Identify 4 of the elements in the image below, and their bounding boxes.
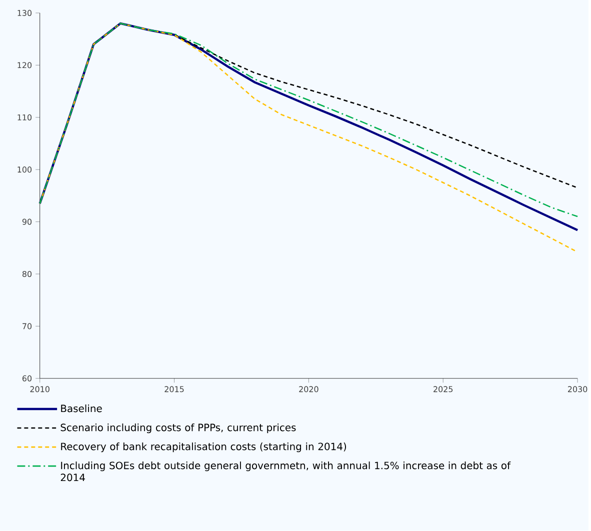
legend-label: Recovery of bank recapitalisation costs (starting in 2014) — [61, 442, 346, 452]
legend-label: Scenario including costs of PPPs, current prices — [60, 424, 296, 434]
legend-label: Including SOEs debt outside general governmetn, with annual 1.5% increase in debt as of 2014 — [60, 462, 511, 482]
legend-label: Baseline — [61, 404, 102, 412]
